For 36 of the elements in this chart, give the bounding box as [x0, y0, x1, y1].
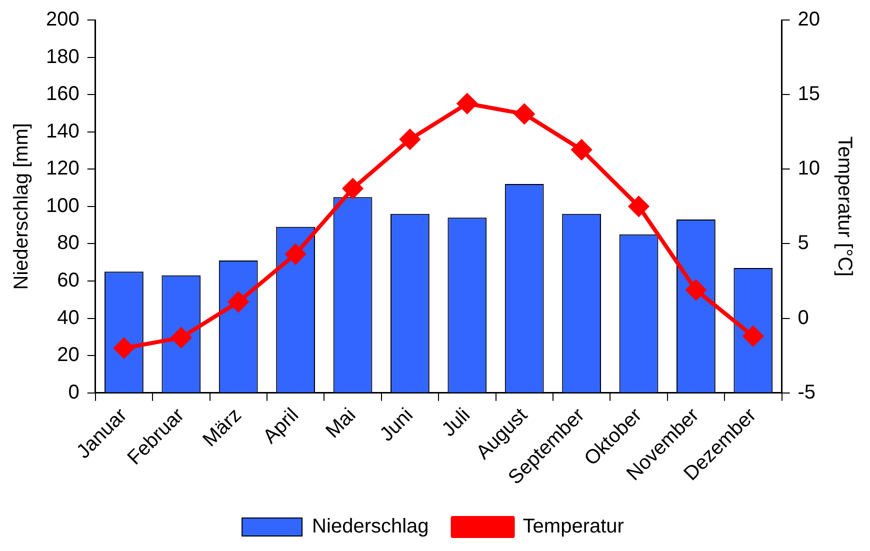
y-tick-label: 140 — [46, 120, 80, 142]
y-tick-label: 200 — [46, 8, 80, 31]
y2-tick-label: 5 — [798, 232, 809, 254]
point — [400, 129, 420, 150]
point — [114, 338, 134, 358]
legend-label: Temperatur — [522, 516, 624, 538]
y2-tick-label: 15 — [798, 83, 820, 106]
point — [171, 328, 192, 348]
y-tick-label: 160 — [46, 83, 80, 106]
point — [286, 244, 306, 264]
point — [628, 196, 649, 216]
y-tick-label: 60 — [57, 270, 80, 292]
y2-axis-title: Temperatur [°C] — [833, 136, 856, 277]
y-tick-label: 120 — [46, 158, 80, 180]
y-tick-label: 80 — [57, 232, 80, 254]
point — [228, 292, 248, 312]
point — [342, 178, 363, 199]
y2-tick-label: 20 — [798, 8, 820, 31]
y-tick-label: 40 — [57, 306, 80, 329]
y-tick-label: 100 — [46, 194, 80, 217]
y2-tick-label: 0 — [798, 306, 809, 329]
legend-label: Niederschlag — [312, 516, 429, 538]
y-axis-title: Niederschlag [mm] — [10, 123, 33, 290]
y-tick-label: 20 — [57, 344, 80, 366]
y2-tick-label: 10 — [798, 158, 820, 180]
x-tick-label: Juni — [376, 404, 418, 446]
y-tick-label: 0 — [68, 381, 80, 404]
point — [457, 94, 478, 114]
x-tick-label: Mai — [322, 404, 360, 443]
point — [743, 326, 764, 346]
y-tick-label: 180 — [46, 46, 80, 68]
point — [572, 140, 592, 160]
point — [686, 280, 706, 300]
point — [514, 104, 534, 124]
y2-tick-label: -5 — [798, 381, 816, 404]
x-tick-label: Juli — [438, 404, 475, 441]
